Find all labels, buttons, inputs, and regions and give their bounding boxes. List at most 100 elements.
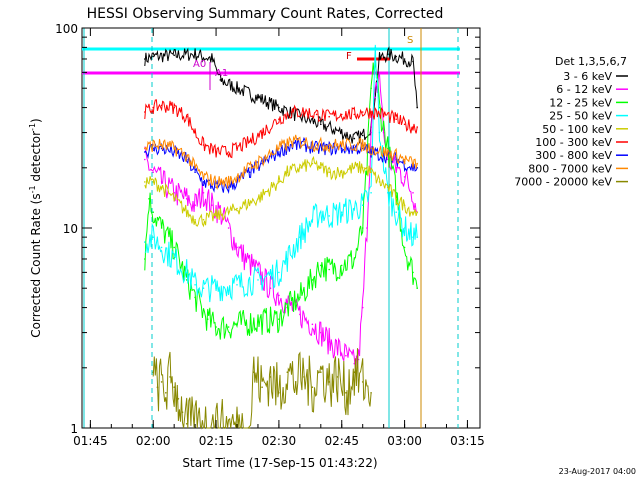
series-0-point-0 (144, 58, 146, 60)
series-line-5 (144, 99, 418, 159)
series-4-point-10 (257, 198, 259, 200)
series-1-point-6 (202, 192, 205, 194)
series-3-point-13 (311, 218, 314, 221)
series-2-point-15 (311, 279, 314, 281)
series-8 (152, 348, 372, 430)
series-3-point-17 (353, 207, 356, 210)
series-8-point-13 (278, 392, 280, 394)
y-axis-label: Corrected Count Rate (s-1 detector-1) (28, 118, 43, 337)
series-5-point-1 (152, 106, 154, 109)
series-1-point-13 (269, 287, 272, 290)
series-1-point-33 (412, 192, 414, 194)
series-3-point-7 (215, 287, 217, 290)
series-2-point-27 (403, 246, 406, 249)
series-1-point-20 (336, 347, 339, 350)
series-3-point-0 (144, 241, 146, 243)
legend-label-5: 100 - 300 keV (535, 136, 612, 149)
series-line-8 (152, 348, 372, 430)
series-5-point-20 (370, 111, 372, 113)
series-8-point-24 (370, 392, 372, 394)
series-3-point-24 (403, 227, 406, 229)
series-0-point-17 (395, 55, 398, 58)
series-5-point-14 (303, 111, 305, 113)
series-0-point-3 (194, 53, 196, 55)
series-4-point-11 (278, 181, 280, 183)
series-6-point-0 (144, 151, 146, 153)
series-7-point-11 (261, 158, 263, 161)
series-3-point-10 (278, 271, 280, 274)
series-8-point-11 (261, 386, 263, 389)
series-2-point-4 (173, 246, 175, 249)
series-6-point-6 (202, 181, 205, 183)
series-0-point-5 (219, 79, 222, 81)
series-1-point-27 (374, 96, 377, 99)
series-2-point-18 (340, 264, 343, 267)
legend-label-7: 800 - 7000 keV (528, 162, 612, 175)
x-axis-ticks: 01:45 02:00 02:15 02:30 02:45 03:00 03:15 (73, 28, 485, 448)
series-8-point-14 (286, 371, 289, 374)
series-6-point-3 (173, 151, 175, 153)
series-1-point-28 (378, 71, 381, 74)
series-5-point-8 (227, 151, 230, 153)
series-4-point-17 (340, 171, 343, 173)
y-tick-label-2: 100 (55, 22, 78, 36)
series-2-point-8 (215, 326, 217, 328)
series-8-point-2 (160, 381, 163, 383)
series-2-point-17 (328, 268, 331, 271)
series-line-4 (144, 155, 418, 228)
series-7-point-25 (416, 162, 419, 165)
series-4-point-13 (299, 167, 301, 169)
series-0-point-20 (416, 106, 419, 109)
x-tick-label-0: 01:45 (73, 434, 108, 448)
series-5-point-9 (236, 147, 238, 150)
series-3-point-22 (387, 192, 389, 194)
series-8-point-4 (169, 376, 171, 378)
y-axis-label-main: Corrected Count Rate (s (29, 193, 43, 337)
series-3-point-16 (340, 211, 343, 213)
chart-title: HESSI Observing Summary Count Rates, Cor… (87, 6, 444, 22)
series-7-point-22 (395, 154, 398, 157)
series-8-point-18 (320, 371, 322, 374)
series-3-point-26 (416, 236, 419, 238)
series-8-point-6 (177, 398, 180, 400)
series-0-point-15 (378, 58, 381, 60)
series-7-point-2 (160, 144, 163, 146)
x-tick-label-6: 03:15 (450, 434, 485, 448)
series-1-point-11 (244, 258, 247, 260)
series-7-point-18 (353, 144, 356, 146)
series-5-point-15 (315, 113, 318, 116)
series-6-point-12 (278, 151, 280, 153)
y-axis-ticks: 1 10 100 (55, 22, 480, 436)
series-3-point-3 (173, 258, 175, 260)
series-2-point-19 (353, 258, 356, 260)
series-1-point-32 (403, 176, 406, 178)
series-5-point-2 (160, 104, 163, 107)
series-8-point-16 (303, 376, 305, 378)
series-2-point-5 (185, 279, 188, 281)
footer-timestamp: 23-Aug-2017 04:00 (559, 467, 636, 476)
series-1-point-29 (382, 131, 385, 134)
series-8-point-12 (269, 376, 272, 378)
series-0-point-1 (152, 55, 154, 58)
series-4-point-7 (215, 215, 217, 217)
legend-label-8: 7000 - 20000 keV (514, 176, 612, 189)
series-3-point-11 (286, 258, 289, 260)
series-4-point-3 (173, 198, 175, 200)
series-7-point-10 (248, 167, 251, 169)
series-4-point-0 (144, 181, 146, 183)
series-3-point-8 (236, 284, 238, 286)
series-4-point-9 (236, 207, 238, 210)
series-7-point-24 (412, 162, 414, 165)
legend-label-1: 6 - 12 keV (556, 83, 612, 96)
legend-title: Det 1,3,5,6,7 (555, 55, 627, 68)
series-7-point-6 (202, 176, 205, 178)
series-7-point-15 (315, 144, 318, 146)
series-7-point-23 (403, 158, 406, 161)
series-0-point-18 (403, 58, 406, 60)
series-7-point-12 (278, 147, 280, 150)
series-4-point-20 (370, 171, 372, 173)
series-5 (144, 99, 419, 159)
series-7-point-9 (236, 176, 238, 178)
series-1-point-9 (227, 227, 230, 229)
series-line-2 (144, 59, 418, 340)
